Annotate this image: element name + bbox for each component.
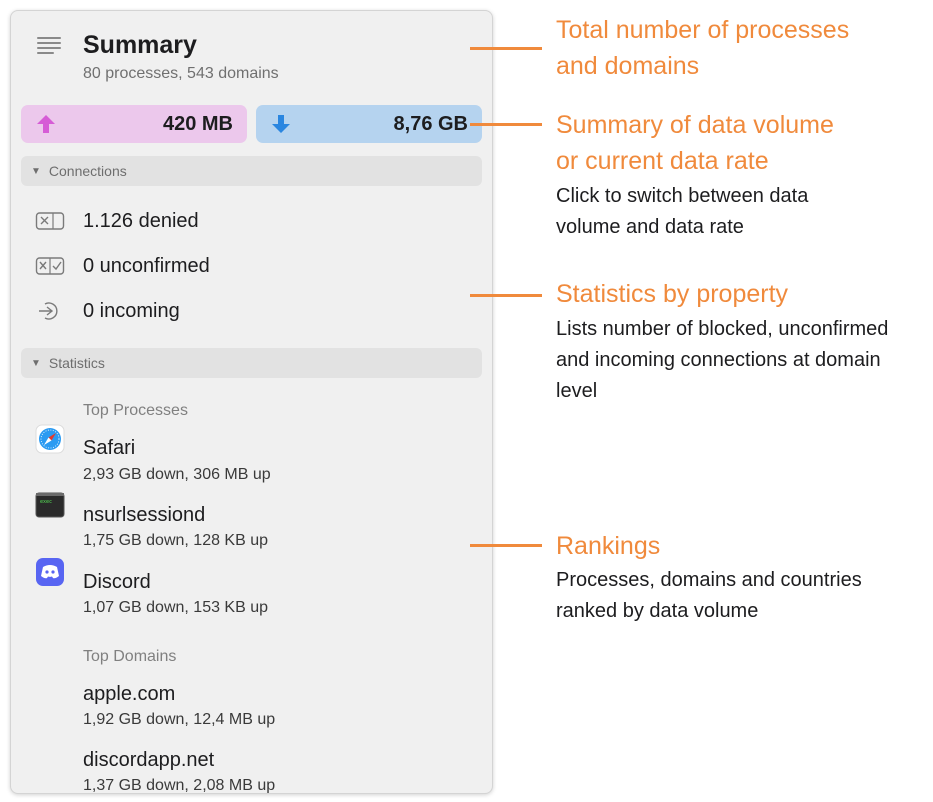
process-name: Discord xyxy=(83,571,151,593)
annotation-title: Statistics by property xyxy=(556,280,789,308)
process-detail: 1,75 GB down, 128 KB up xyxy=(83,532,269,549)
denied-icon xyxy=(35,210,65,232)
terminal-icon: exec xyxy=(35,492,65,518)
process-name: nsurlsessiond xyxy=(83,504,206,526)
top-processes-label: Top Processes xyxy=(83,402,188,419)
annotation-title: Total number of processes xyxy=(556,16,850,44)
safari-icon xyxy=(35,424,65,454)
arrow-down-icon xyxy=(272,115,290,133)
annotation-description: level xyxy=(556,380,598,402)
annotation-line xyxy=(470,544,542,547)
process-name: Safari xyxy=(83,437,136,459)
chevron-down-icon: ▼ xyxy=(31,165,41,177)
annotation-description: Click to switch between data xyxy=(556,185,809,207)
annotation-description: Processes, domains and countries xyxy=(556,569,862,591)
annotation-title: Summary of data volume xyxy=(556,111,834,139)
statistics-header-label: Statistics xyxy=(48,355,105,371)
unconfirmed-icon xyxy=(35,255,65,277)
annotation-title: Rankings xyxy=(556,532,661,560)
incoming-count: 0 incoming xyxy=(83,299,180,322)
panel-subtitle: 80 processes, 543 domains xyxy=(83,65,279,82)
upload-volume-value: 420 MB xyxy=(162,112,233,135)
chevron-down-icon: ▼ xyxy=(31,357,41,369)
annotation-description: volume and data rate xyxy=(556,216,744,238)
list-icon[interactable] xyxy=(37,37,61,55)
annotation-line xyxy=(470,47,542,50)
annotation-title: and domains xyxy=(556,52,700,80)
domain-detail: 1,92 GB down, 12,4 MB up xyxy=(83,711,276,728)
domain-name: apple.com xyxy=(83,683,176,705)
annotation-line xyxy=(470,294,542,297)
arrow-up-icon xyxy=(37,115,55,133)
download-volume-value: 8,76 GB xyxy=(393,112,468,135)
upload-volume-button[interactable]: 420 MB xyxy=(21,105,247,143)
connections-section-header[interactable]: ▼ Connections xyxy=(21,156,482,186)
domain-name: discordapp.net xyxy=(83,749,215,771)
process-detail: 1,07 GB down, 153 KB up xyxy=(83,599,269,616)
denied-row[interactable]: 1.126 denied xyxy=(35,206,199,236)
unconfirmed-count: 0 unconfirmed xyxy=(83,254,210,277)
download-volume-button[interactable]: 8,76 GB xyxy=(256,105,482,143)
summary-panel: Summary 80 processes, 543 domains 420 MB… xyxy=(10,10,493,794)
annotation-line xyxy=(470,123,542,126)
panel-title: Summary xyxy=(83,31,197,59)
connections-header-label: Connections xyxy=(48,163,127,179)
domain-detail: 1,37 GB down, 2,08 MB up xyxy=(83,777,276,794)
incoming-row[interactable]: 0 incoming xyxy=(35,296,180,326)
process-detail: 2,93 GB down, 306 MB up xyxy=(83,466,271,483)
annotation-description: Lists number of blocked, unconfirmed xyxy=(556,318,889,340)
incoming-icon xyxy=(35,300,65,322)
top-domains-label: Top Domains xyxy=(83,648,177,665)
statistics-section-header[interactable]: ▼ Statistics xyxy=(21,348,482,378)
annotation-description: ranked by data volume xyxy=(556,600,759,622)
denied-count: 1.126 denied xyxy=(83,209,199,232)
unconfirmed-row[interactable]: 0 unconfirmed xyxy=(35,251,210,281)
discord-icon xyxy=(36,558,64,586)
annotation-description: and incoming connections at domain xyxy=(556,349,881,371)
svg-text:exec: exec xyxy=(40,499,52,505)
annotation-title: or current data rate xyxy=(556,147,769,175)
